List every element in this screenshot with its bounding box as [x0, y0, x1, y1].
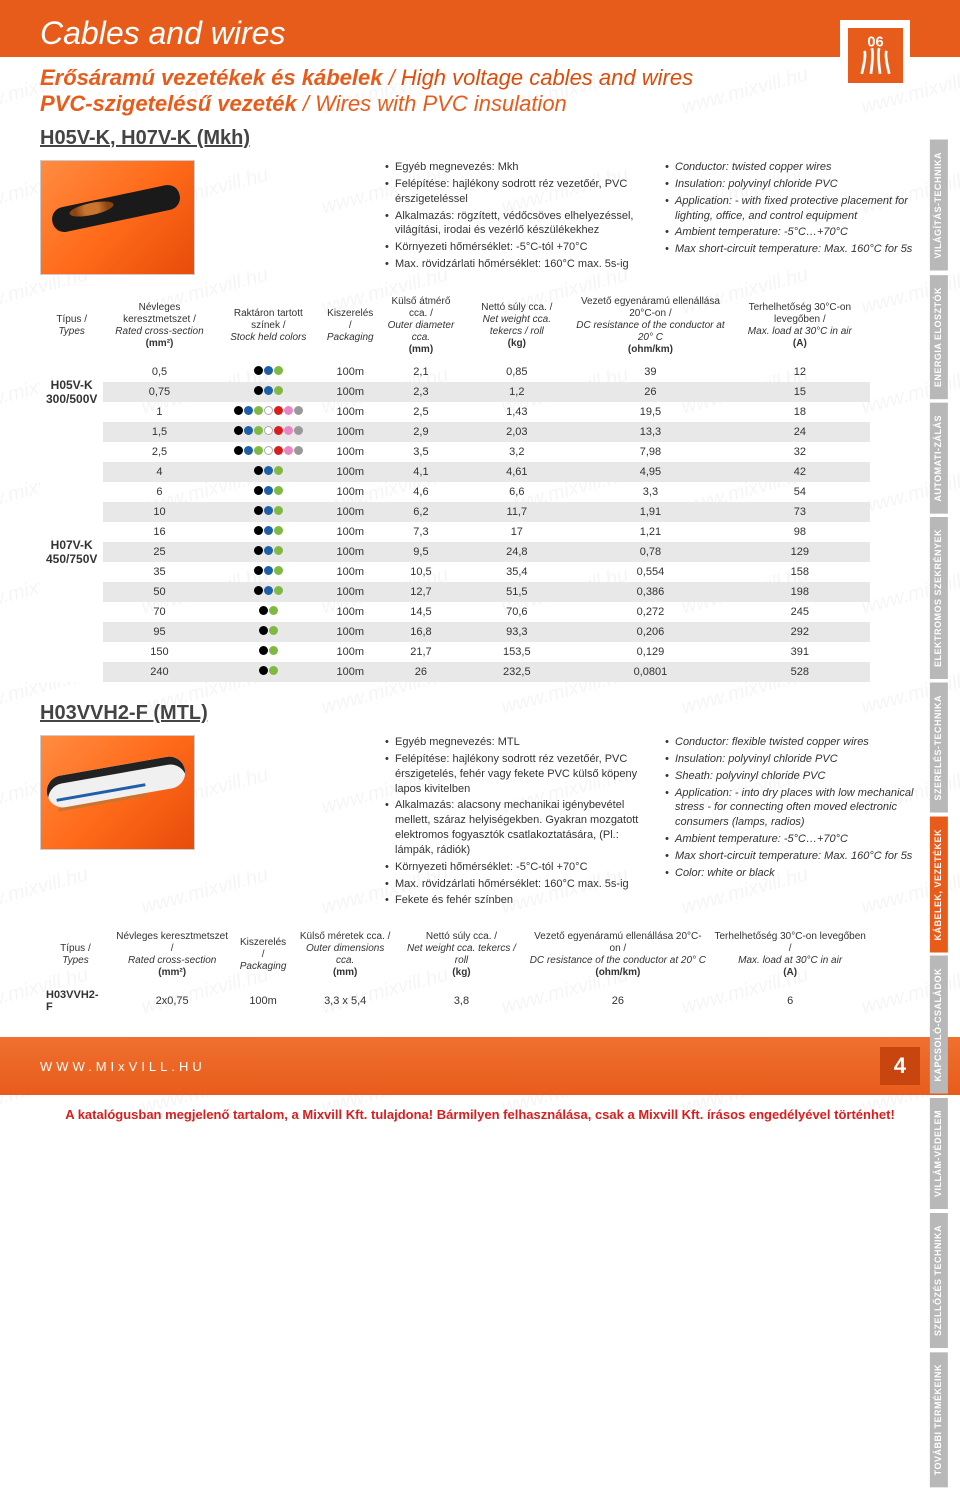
product1-specs-en: Conductor: twisted copper wiresInsulatio…	[665, 160, 920, 275]
product1-specs-hu: Egyéb megnevezés: MkhFelépítése: hajléko…	[385, 160, 640, 275]
side-tab[interactable]: SZERELÉS-TECHNIKA	[930, 683, 948, 813]
product2-specs-hu: Egyéb megnevezés: MTLFelépítése: hajléko…	[385, 735, 640, 910]
table2: Típus /TypesNévleges keresztmetszet /Rat…	[40, 925, 870, 1017]
subtitle-2: PVC-szigetelésű vezeték / Wires with PVC…	[0, 91, 960, 122]
product2-image	[40, 735, 195, 850]
footer: WWW.MIxVILL.HU 4	[0, 1037, 960, 1095]
disclaimer: A katalógusban megjelenő tartalom, a Mix…	[0, 1095, 960, 1134]
side-tab[interactable]: TOVÁBBI TERMÉKEINK	[930, 1352, 948, 1487]
product1-image	[40, 160, 195, 275]
side-tab[interactable]: ENERGIA ELOSZTÓK	[930, 275, 948, 399]
product1-code: H05V-K, H07V-K (Mkh)	[0, 122, 960, 155]
side-tab[interactable]: KAPCSOLÓ-CSALÁDOK	[930, 956, 948, 1094]
footer-url: WWW.MIxVILL.HU	[40, 1059, 206, 1074]
side-tab[interactable]: VILLÁM-VÉDELEM	[930, 1098, 948, 1209]
svg-text:06: 06	[867, 34, 883, 50]
product1-row: Egyéb megnevezés: MkhFelépítése: hajléko…	[0, 155, 960, 290]
page-number: 4	[880, 1047, 920, 1085]
side-tab[interactable]: ELEKTROMOS SZEKRÉNYEK	[930, 517, 948, 679]
product2-code: H03VVH2-F (MTL)	[0, 697, 960, 730]
side-tab[interactable]: KÁBELEK, VEZETÉKEK	[930, 817, 948, 953]
page-header: Cables and wires 06	[0, 0, 960, 57]
header-title: Cables and wires	[40, 15, 920, 52]
table1: Típus /TypesNévleges keresztmetszet /Rat…	[40, 290, 870, 682]
side-tab[interactable]: AUTOMATI-ZÁLÁS	[930, 403, 948, 514]
product2-row: Egyéb megnevezés: MTLFelépítése: hajléko…	[0, 730, 960, 925]
product2-specs-en: Conductor: flexible twisted copper wires…	[665, 735, 920, 910]
side-tab[interactable]: SZELLŐZÉS TECHNIKA	[930, 1213, 948, 1348]
side-tabs: VILÁGÍTÁS-TECHNIKA ENERGIA ELOSZTÓK AUTOMA…	[930, 140, 960, 1491]
subtitle-1: Erősáramú vezetékek és kábelek / High vo…	[0, 57, 960, 91]
side-tab[interactable]: VILÁGÍTÁS-TECHNIKA	[930, 140, 948, 271]
